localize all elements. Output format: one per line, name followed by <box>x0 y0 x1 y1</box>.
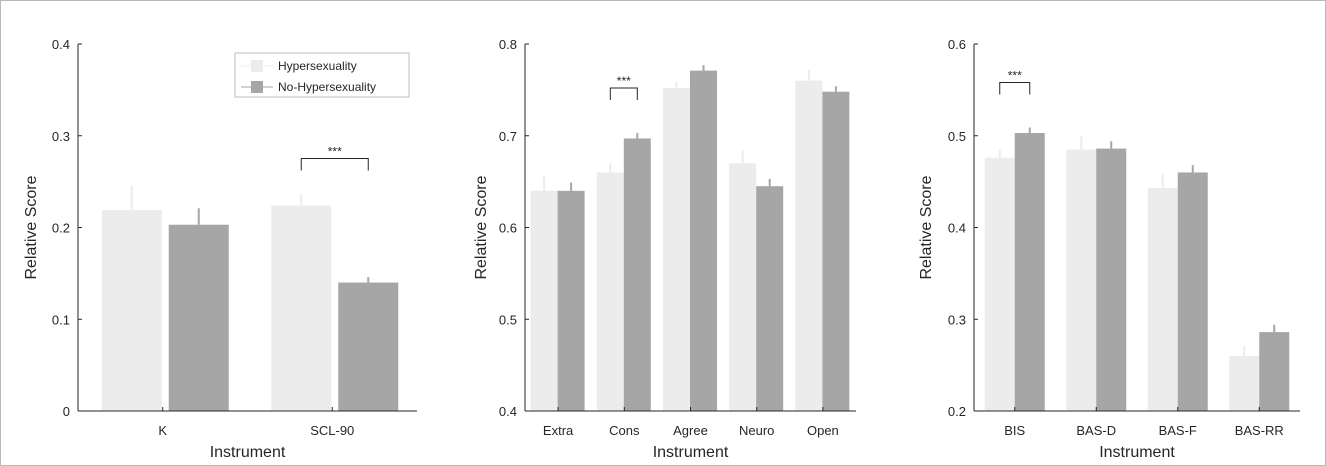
y-tick-label: 0.1 <box>52 312 70 327</box>
legend-swatch-no-hypersexuality <box>251 81 263 93</box>
significance-marker: *** <box>1008 68 1022 82</box>
y-tick-label: 0.4 <box>948 221 966 236</box>
bar-hypersexuality-1 <box>1066 149 1097 411</box>
bar-no-hypersexuality-0 <box>1014 132 1045 411</box>
significance-bracket <box>609 87 638 100</box>
x-axis-title: Instrument <box>653 444 729 461</box>
y-axis-title: Relative Score <box>473 175 490 279</box>
significance-marker: *** <box>328 145 342 159</box>
bar-hypersexuality-0 <box>101 210 162 411</box>
bar-no-hypersexuality-4 <box>822 91 850 412</box>
x-tick-label: BIS <box>1004 423 1025 438</box>
chart-panel-3: 0.2 0.3 0.4 0.5 0.6 BIS BAS-D BAS-F BAS-RR Instru… <box>918 37 1300 461</box>
bar-hypersexuality-1 <box>596 172 624 411</box>
bar-hypersexuality-3 <box>729 163 757 411</box>
x-axis-title: Instrument <box>1099 444 1175 461</box>
x-tick-label: Extra <box>543 423 574 438</box>
y-tick-label: 0.6 <box>499 221 517 236</box>
bar-hypersexuality-0 <box>530 190 558 411</box>
bar-hypersexuality-2 <box>663 88 690 411</box>
x-tick-label: K <box>158 423 167 438</box>
x-tick-label: SCL-90 <box>310 423 354 438</box>
y-tick-label: 0.3 <box>52 129 70 144</box>
y-tick-label: 0.8 <box>499 37 517 52</box>
bar-hypersexuality-2 <box>1147 188 1178 411</box>
bar-no-hypersexuality-1 <box>623 138 651 411</box>
x-tick-label: Neuro <box>739 423 774 438</box>
legend-box <box>234 52 410 98</box>
y-tick-label: 0.4 <box>52 37 70 52</box>
bar-no-hypersexuality-1 <box>338 282 399 411</box>
significance-bracket <box>999 81 1031 95</box>
bar-no-hypersexuality-2 <box>690 70 717 412</box>
y-tick-label: 0.5 <box>948 129 966 144</box>
chart-panel-1: 0 0.1 0.2 0.3 0.4 K SCL-90 Instrument Relative S… <box>23 37 417 461</box>
legend: Hypersexuality No-Hypersexuality <box>234 52 410 98</box>
y-axis-title: Relative Score <box>23 175 40 279</box>
bar-hypersexuality-1 <box>271 205 332 411</box>
y-tick-label: 0.2 <box>52 221 70 236</box>
y-tick-label: 0.7 <box>499 129 517 144</box>
bar-no-hypersexuality-1 <box>1096 148 1127 411</box>
legend-swatch-hypersexuality <box>251 60 263 72</box>
bar-no-hypersexuality-3 <box>1259 332 1290 411</box>
x-tick-label: Agree <box>673 423 708 438</box>
bar-no-hypersexuality-2 <box>1177 172 1208 411</box>
bar-no-hypersexuality-3 <box>756 186 784 411</box>
bar-hypersexuality-0 <box>984 157 1015 411</box>
y-axis-title: Relative Score <box>918 175 935 279</box>
bar-no-hypersexuality-0 <box>557 190 585 411</box>
x-tick-label: Open <box>807 423 839 438</box>
bar-no-hypersexuality-0 <box>168 224 229 411</box>
x-tick-label: BAS-RR <box>1235 423 1284 438</box>
y-tick-label: 0.5 <box>499 312 517 327</box>
bar-hypersexuality-4 <box>795 80 823 411</box>
significance-bracket <box>300 158 369 171</box>
x-tick-label: BAS-D <box>1076 423 1116 438</box>
significance-marker: *** <box>617 74 631 88</box>
y-tick-label: 0.2 <box>948 404 966 419</box>
legend-label-no-hypersexuality: No-Hypersexuality <box>278 80 376 94</box>
legend-label-hypersexuality: Hypersexuality <box>278 59 357 73</box>
y-tick-label: 0.6 <box>948 37 966 52</box>
x-tick-label: BAS-F <box>1159 423 1197 438</box>
bar-hypersexuality-3 <box>1229 355 1260 411</box>
y-tick-label: 0 <box>63 404 70 419</box>
y-tick-label: 0.4 <box>499 404 517 419</box>
chart-panel-2: 0.4 0.5 0.6 0.7 0.8 Extra Cons Agree Neuro Open In… <box>473 37 856 461</box>
x-tick-label: Cons <box>609 423 640 438</box>
y-tick-label: 0.3 <box>948 312 966 327</box>
x-axis-title: Instrument <box>210 444 286 461</box>
